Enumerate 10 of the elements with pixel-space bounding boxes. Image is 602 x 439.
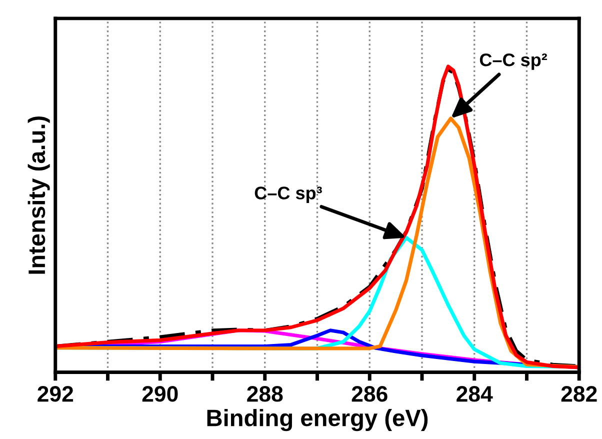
x-tick-label: 286 [352,386,388,402]
annotation: C–C sp³ [254,186,322,203]
x-axis-title: Binding energy (eV) [207,408,428,432]
x-tick-label: 292 [38,386,74,402]
x-tick-label: 282 [561,386,597,402]
x-tick-label: 290 [142,386,178,402]
x-tick-label: 284 [456,386,493,402]
x-tick-label: 288 [247,386,283,402]
annotation: C–C sp² [480,53,548,70]
y-axis-title: Intensity (a.u.) [28,116,50,274]
